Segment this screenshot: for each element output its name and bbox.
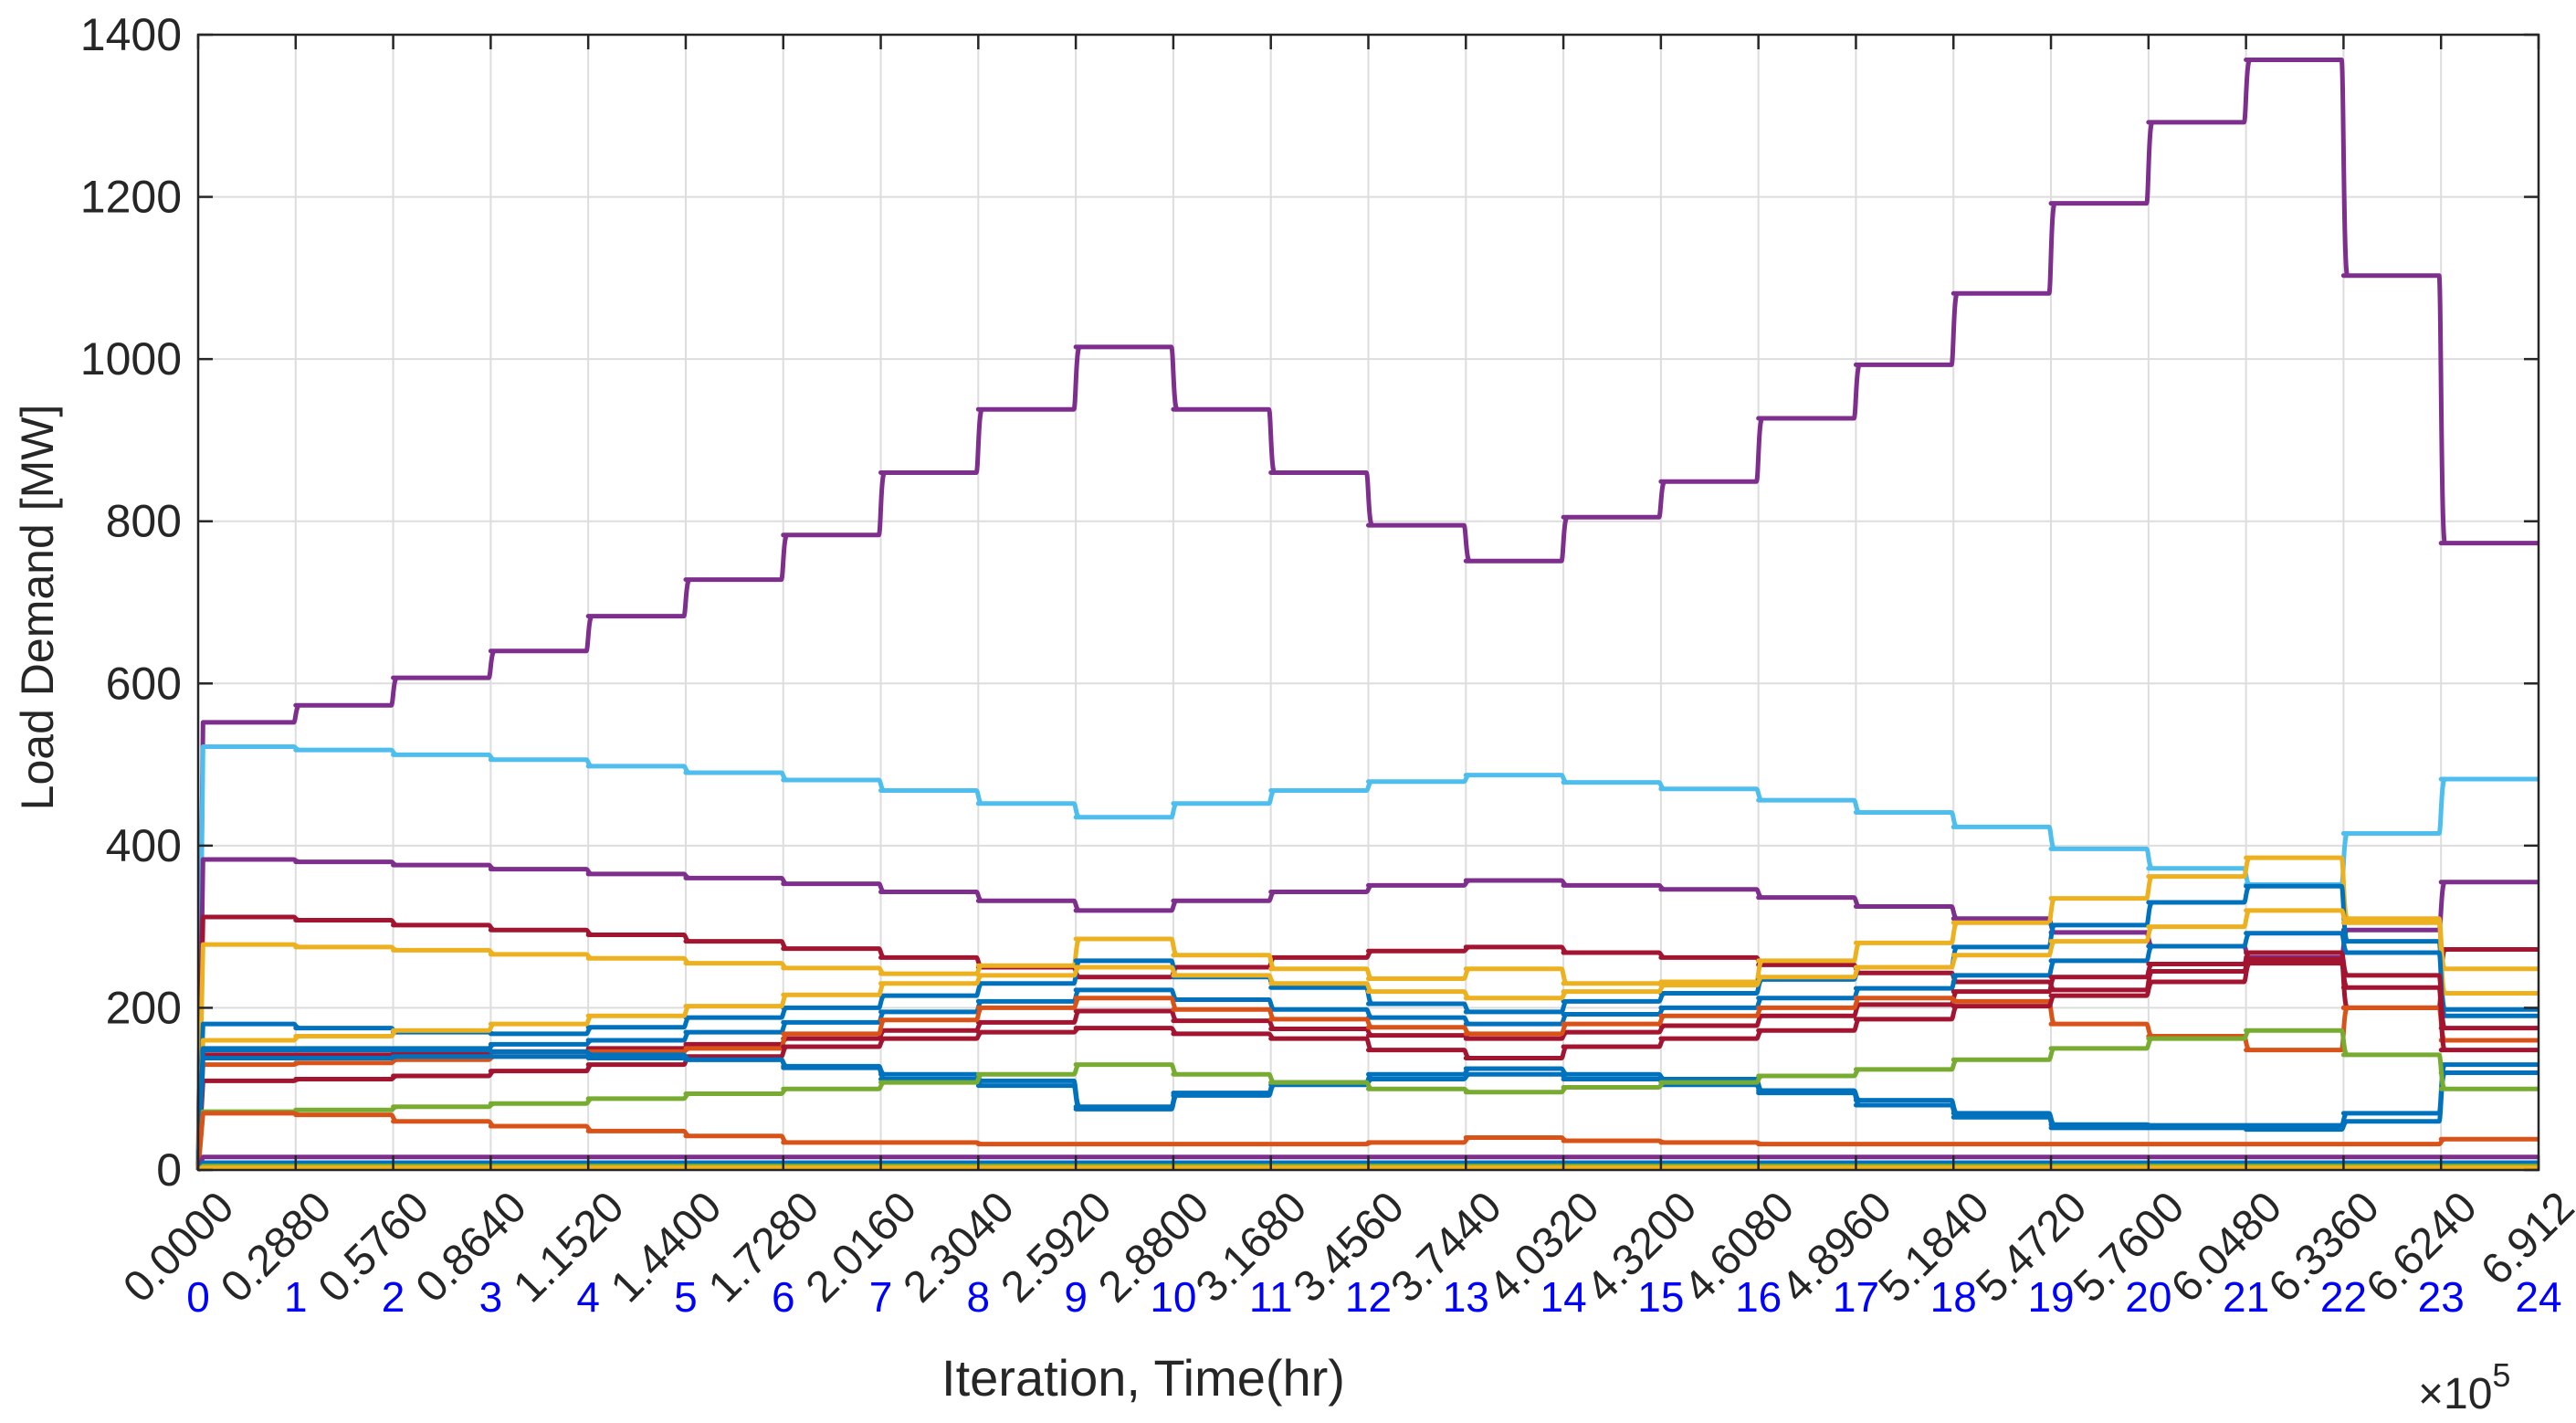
y-tick-labels: 0 200 400 600 800 1000 1200 1400 <box>80 9 182 1196</box>
x-hour-tick-label: 2 <box>382 1273 405 1321</box>
y-tick-label: 1000 <box>80 333 182 385</box>
x-hour-tick-labels: 0 1 2 3 4 5 6 7 8 9 10 11 12 13 14 15 16 17 18 19 20 21 22 23 24 <box>186 1273 2561 1321</box>
series-line-9 <box>195 950 2539 1171</box>
x-hour-tick-label: 23 <box>2418 1273 2465 1321</box>
y-tick-label: 0 <box>156 1144 182 1196</box>
x-hour-tick-label: 19 <box>2027 1273 2074 1321</box>
series-line-6 <box>195 883 2539 1171</box>
x-hour-tick-label: 13 <box>1443 1273 1489 1321</box>
x-multiplier-exponent: 5 <box>2492 1356 2510 1394</box>
y-tick-label: 400 <box>106 820 182 871</box>
series-line-7 <box>195 908 2539 1171</box>
x-hour-tick-label: 14 <box>1540 1273 1586 1321</box>
y-tick-label: 1400 <box>80 9 182 60</box>
x-hour-tick-label: 6 <box>772 1273 795 1321</box>
series-line-15 <box>195 1111 2539 1171</box>
x-hour-tick-label: 12 <box>1345 1273 1392 1321</box>
x-hour-tick-label: 5 <box>674 1273 698 1321</box>
x-hour-tick-label: 22 <box>2320 1273 2367 1321</box>
x-hour-tick-label: 18 <box>1930 1273 1977 1321</box>
x-hour-tick-label: 15 <box>1637 1273 1684 1321</box>
x-hour-tick-label: 1 <box>284 1273 308 1321</box>
x-hour-tick-label: 17 <box>1833 1273 1879 1321</box>
series-line-10 <box>195 996 2539 1171</box>
series-line-5 <box>195 855 2539 1171</box>
x-hour-tick-label: 11 <box>1249 1273 1293 1321</box>
x-hour-tick-label: 24 <box>2515 1273 2561 1321</box>
series-line-11 <box>195 961 2539 1171</box>
x-axis-multiplier: ×105 <box>2418 1356 2510 1418</box>
y-tick-label: 600 <box>106 658 182 709</box>
y-tick-label: 1200 <box>80 172 182 223</box>
x-hour-tick-label: 4 <box>576 1273 600 1321</box>
x-hour-tick-label: 10 <box>1150 1273 1196 1321</box>
x-hour-tick-label: 21 <box>2223 1273 2269 1321</box>
series-line-14 <box>195 1028 2539 1171</box>
series-line-8 <box>195 931 2539 1171</box>
y-tick-label: 800 <box>106 496 182 547</box>
x-multiplier-base: ×10 <box>2418 1370 2492 1418</box>
x-hour-tick-label: 0 <box>186 1273 210 1321</box>
x-hour-tick-label: 20 <box>2125 1273 2171 1321</box>
x-hour-tick-label: 9 <box>1064 1273 1088 1321</box>
y-tick-label: 200 <box>106 982 182 1033</box>
axis-ticks <box>196 33 2540 1172</box>
x-hour-tick-label: 3 <box>479 1273 503 1321</box>
series-line-2 <box>195 744 2539 1171</box>
x-axis-label: Iteration, Time(hr) <box>941 1349 1345 1407</box>
series-lines <box>195 58 2539 1173</box>
y-axis-label: Load Demand [MW] <box>12 405 63 811</box>
x-hour-tick-label: 7 <box>869 1273 893 1321</box>
x-hour-tick-label: 16 <box>1735 1273 1782 1321</box>
series-line-1 <box>195 58 2539 1171</box>
x-hour-tick-label: 8 <box>967 1273 991 1321</box>
